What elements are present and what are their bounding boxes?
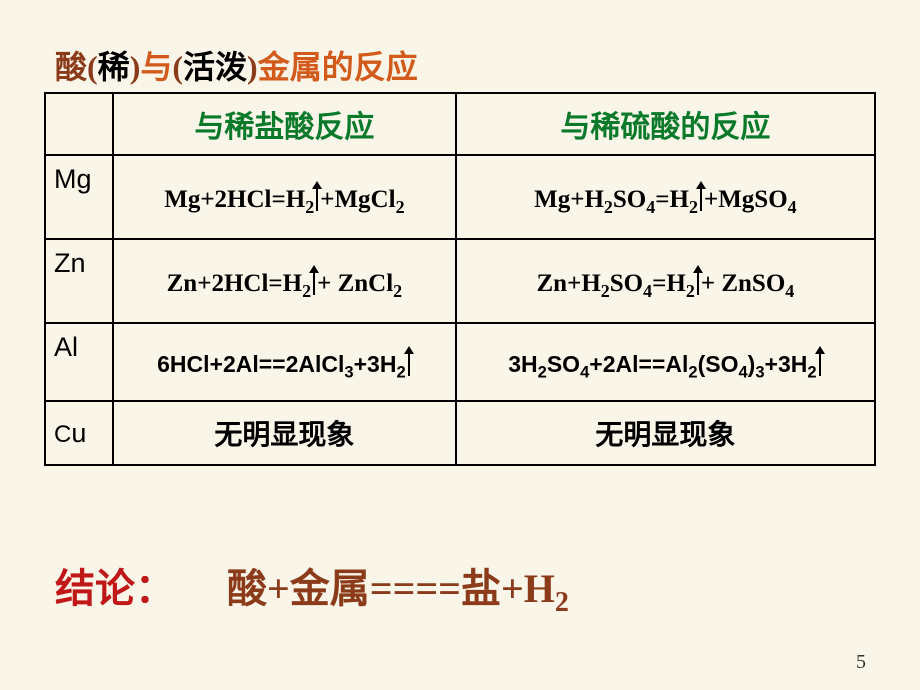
table-row: Zn Zn+2HCl=H2+ ZnCl2 Zn+H2SO4=H2+ ZnSO4 xyxy=(45,239,875,323)
cell-mg-h2so4: Mg+H2SO4=H2+MgSO4 xyxy=(456,155,875,239)
t4: 与 xyxy=(140,49,172,85)
t5: ( xyxy=(172,49,183,85)
table-row: Al 6HCl+2Al==2AlCl3+3H2 3H2SO4+2Al==Al2(… xyxy=(45,323,875,401)
page-title: 酸(稀)与(活泼)金属的反应 xyxy=(55,42,418,88)
t2: 稀 xyxy=(98,49,130,85)
eq: Mg+H2SO4=H2+MgSO4 xyxy=(534,181,797,214)
cell-cu-h2so4: 无明显现象 xyxy=(456,401,875,465)
none-text: 无明显现象 xyxy=(595,420,735,451)
table-row: Cu 无明显现象 无明显现象 xyxy=(45,401,875,465)
table-header-row: 与稀盐酸反应 与稀硫酸的反应 xyxy=(45,93,875,155)
eq: Mg+2HCl=H2+MgCl2 xyxy=(164,181,404,214)
row-label-zn: Zn xyxy=(45,239,113,323)
conclusion-label: 结论： xyxy=(55,566,175,611)
header-h2so4: 与稀硫酸的反应 xyxy=(456,93,875,155)
corner-cell xyxy=(45,93,113,155)
cell-cu-hcl: 无明显现象 xyxy=(113,401,456,465)
header-hcl: 与稀盐酸反应 xyxy=(113,93,456,155)
t7: ) xyxy=(247,49,258,85)
cell-mg-hcl: Mg+2HCl=H2+MgCl2 xyxy=(113,155,456,239)
cell-zn-hcl: Zn+2HCl=H2+ ZnCl2 xyxy=(113,239,456,323)
conclusion-body: 酸+金属====盐+H2 xyxy=(227,566,569,611)
table-row: Mg Mg+2HCl=H2+MgCl2 Mg+H2SO4=H2+MgSO4 xyxy=(45,155,875,239)
eq: 6HCl+2Al==2AlCl3+3H2 xyxy=(157,346,412,378)
eq: Zn+H2SO4=H2+ ZnSO4 xyxy=(537,265,795,298)
cell-al-h2so4: 3H2SO4+2Al==Al2(SO4)3+3H2 xyxy=(456,323,875,401)
eq: 3H2SO4+2Al==Al2(SO4)3+3H2 xyxy=(508,346,822,378)
row-label-al: Al xyxy=(45,323,113,401)
conclusion: 结论： 酸+金属====盐+H2 xyxy=(55,556,569,619)
page-number: 5 xyxy=(856,651,866,674)
t1: 酸( xyxy=(55,49,98,85)
row-label-cu: Cu xyxy=(45,401,113,465)
none-text: 无明显现象 xyxy=(214,420,354,451)
eq: Zn+2HCl=H2+ ZnCl2 xyxy=(167,265,403,298)
row-label-mg: Mg xyxy=(45,155,113,239)
cell-al-hcl: 6HCl+2Al==2AlCl3+3H2 xyxy=(113,323,456,401)
cell-zn-h2so4: Zn+H2SO4=H2+ ZnSO4 xyxy=(456,239,875,323)
t8: 金属的反应 xyxy=(258,49,418,85)
t3: ) xyxy=(130,49,141,85)
reaction-table: 与稀盐酸反应 与稀硫酸的反应 Mg Mg+2HCl=H2+MgCl2 Mg+H2… xyxy=(44,92,876,466)
t6: 活泼 xyxy=(183,49,247,85)
